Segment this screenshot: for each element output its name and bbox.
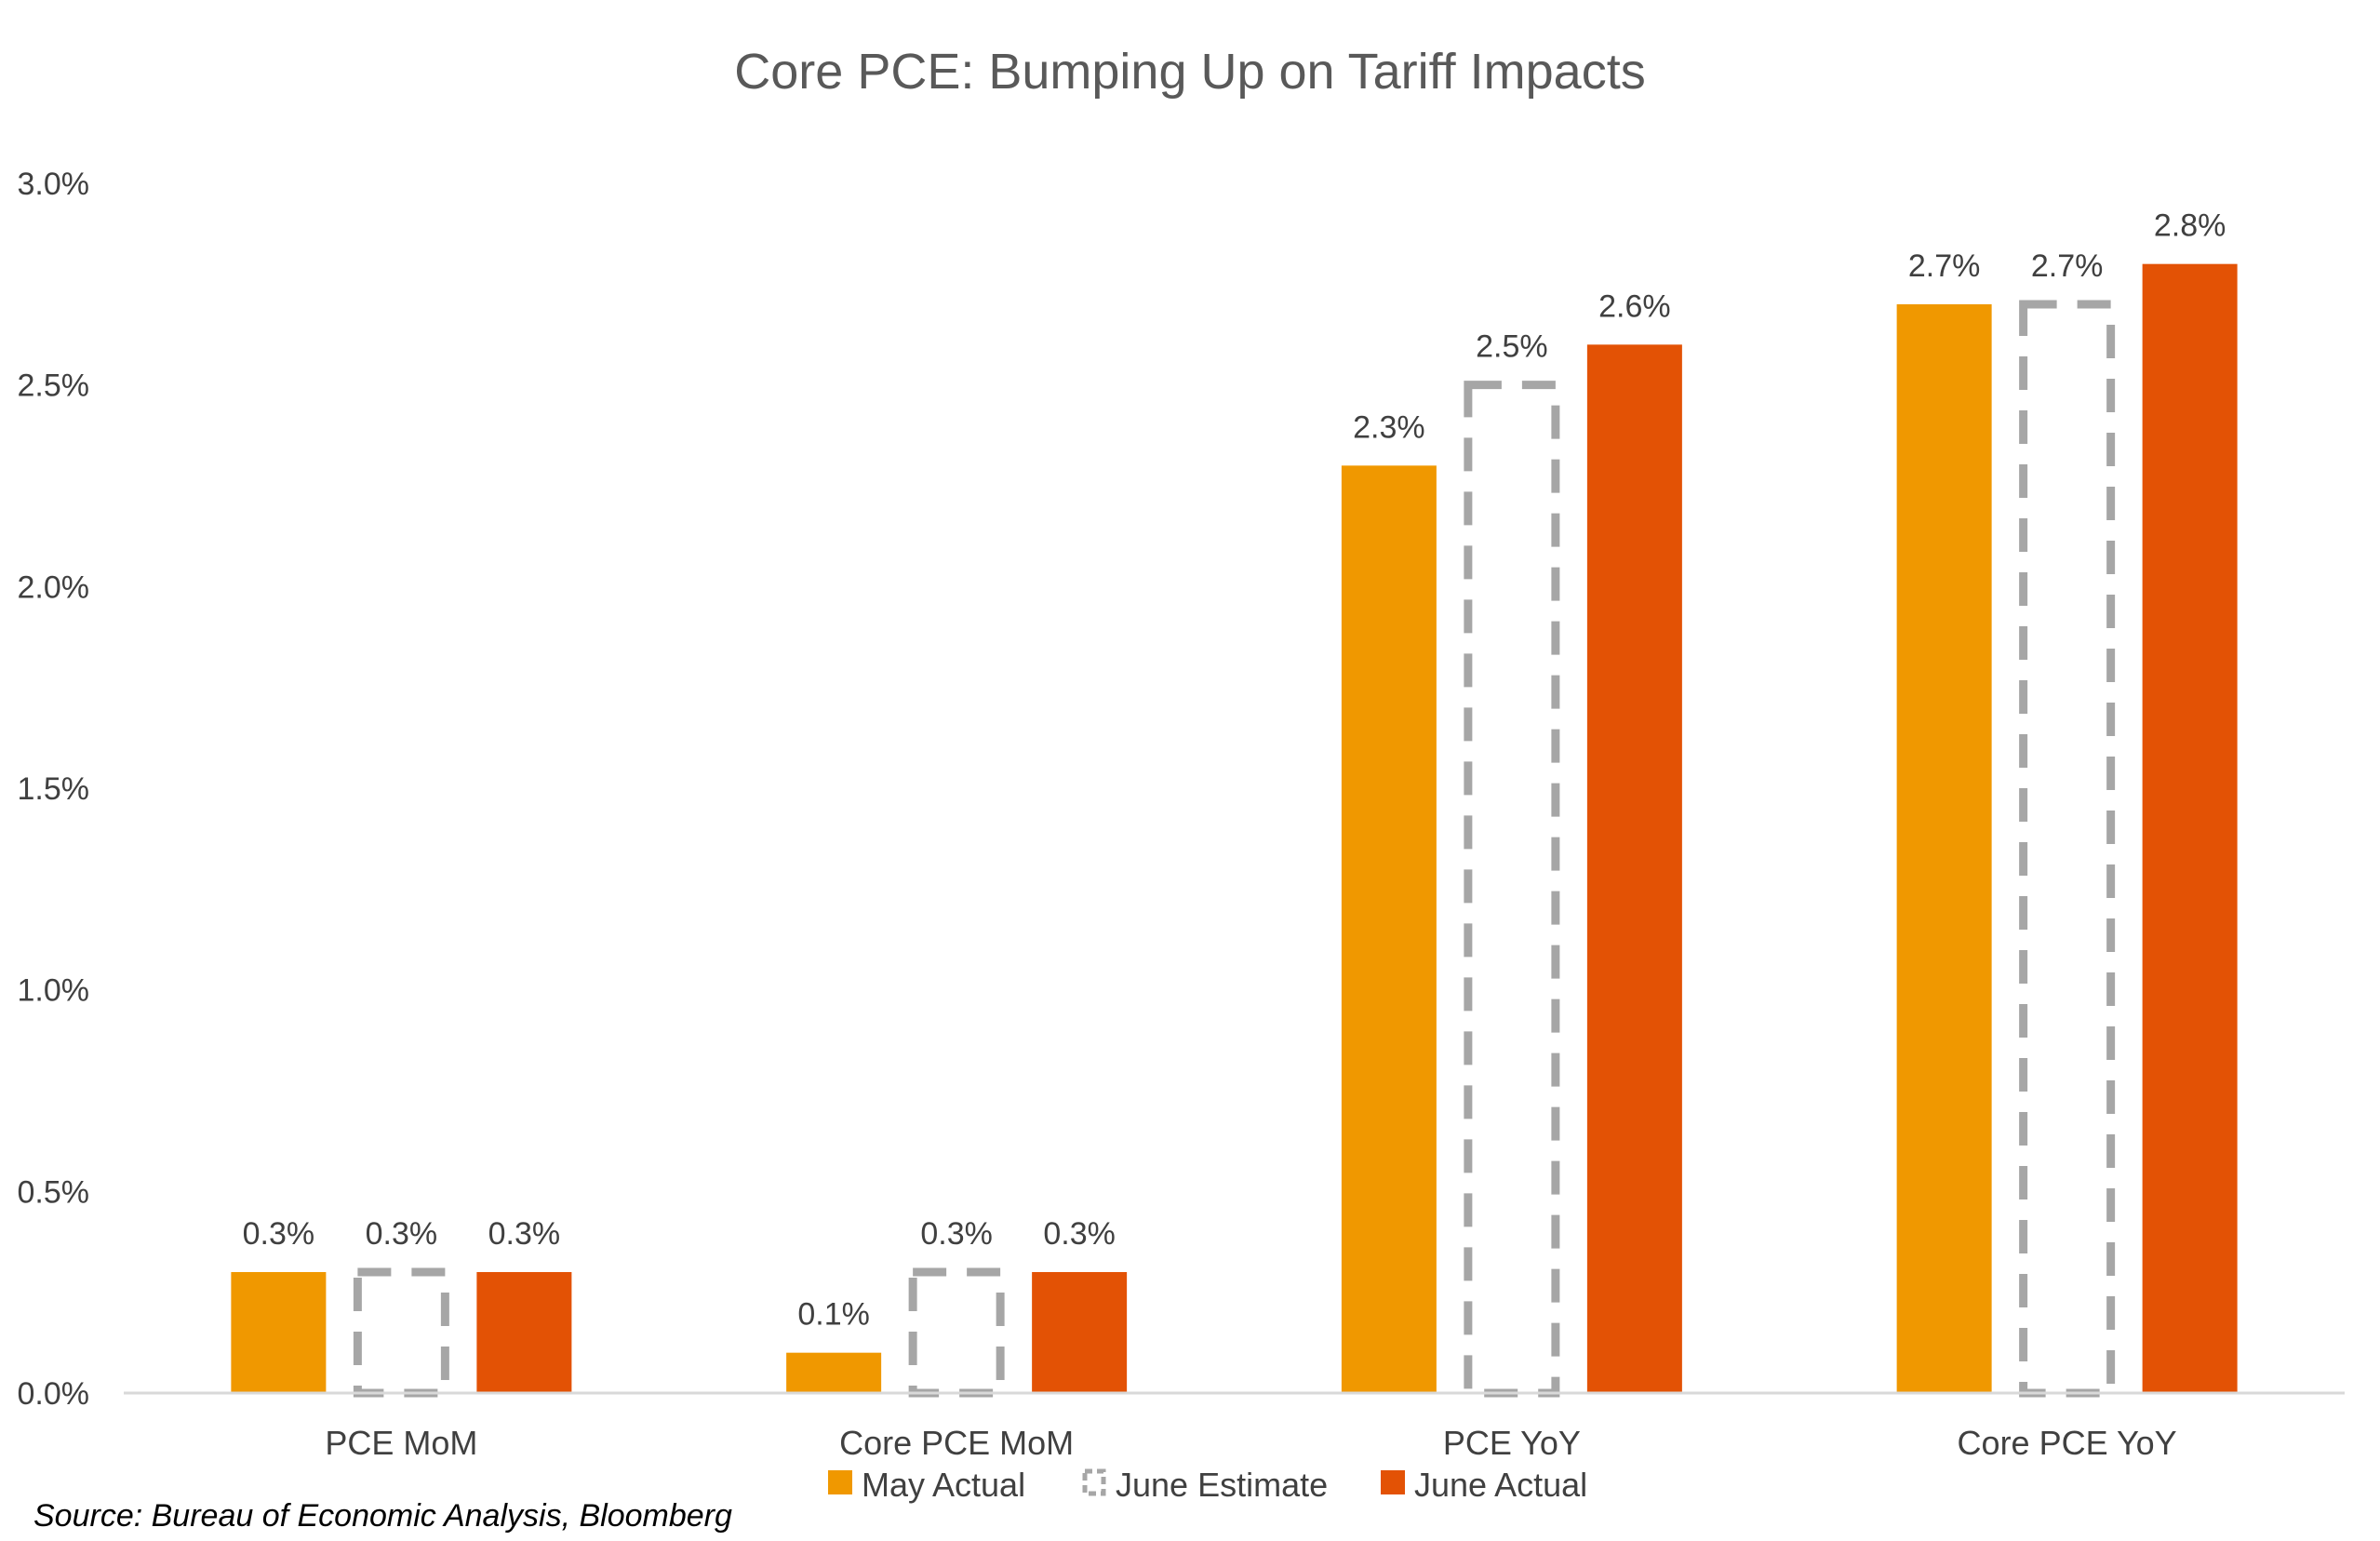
data-label: 2.3% xyxy=(1353,409,1425,445)
bar-may-actual xyxy=(1341,465,1437,1393)
bar-june-actual xyxy=(2142,263,2238,1394)
source-note: Source: Bureau of Economic Analysis, Blo… xyxy=(33,1498,732,1534)
data-label: 2.8% xyxy=(2154,208,2226,244)
y-tick-label: 0.5% xyxy=(18,1174,90,1210)
legend-label: June Estimate xyxy=(1116,1466,1328,1504)
bar-june-estimate xyxy=(908,1267,1005,1398)
y-tick-label: 3.0% xyxy=(18,167,90,202)
bar-may-actual xyxy=(1896,304,1992,1393)
y-tick-label: 2.5% xyxy=(18,368,90,404)
y-tick-label: 2.0% xyxy=(18,570,90,605)
y-tick-label: 1.0% xyxy=(18,973,90,1009)
category-label: PCE YoY xyxy=(1443,1424,1581,1462)
legend-swatch-june-actual xyxy=(1381,1470,1405,1494)
bar-june-estimate xyxy=(2019,300,2116,1398)
x-axis: PCE MoM Core PCE MoM PCE YoY Core PCE YoY xyxy=(124,1391,2345,1462)
data-label: 0.3% xyxy=(243,1216,315,1252)
bar-may-actual xyxy=(786,1352,882,1393)
legend-label: May Actual xyxy=(862,1466,1025,1504)
y-tick-label: 0.0% xyxy=(18,1376,90,1412)
data-label: 2.5% xyxy=(1476,329,1548,365)
legend: May Actual June Estimate June Actual xyxy=(828,1466,1587,1504)
category-label: PCE MoM xyxy=(325,1424,477,1462)
data-label: 2.6% xyxy=(1598,288,1671,324)
chart-title: Core PCE: Bumping Up on Tariff Impacts xyxy=(734,44,1645,100)
bar-may-actual xyxy=(231,1272,327,1393)
data-label: 0.3% xyxy=(366,1216,438,1252)
bar-june-actual xyxy=(1032,1272,1128,1393)
bar-june-estimate xyxy=(1464,381,1560,1398)
bar-june-actual xyxy=(476,1272,572,1393)
bar-june-actual xyxy=(1586,344,1682,1393)
data-label: 0.3% xyxy=(488,1216,561,1252)
bar-june-estimate xyxy=(353,1267,449,1398)
legend-label: June Actual xyxy=(1414,1466,1587,1504)
data-label: 2.7% xyxy=(2031,248,2104,284)
data-label: 0.1% xyxy=(797,1297,870,1333)
bars: 0.3% 0.3% 0.3% 0.1% 0.3% 0.3% 2.3% 2.5% 2.6% 2.7%… xyxy=(231,208,2238,1398)
category-label: Core PCE YoY xyxy=(1958,1424,2177,1462)
y-tick-label: 1.5% xyxy=(18,771,90,807)
category-label: Core PCE MoM xyxy=(839,1424,1074,1462)
y-axis: 0.0% 0.5% 1.0% 1.5% 2.0% 2.5% 3.0% xyxy=(18,167,90,1412)
data-label: 2.7% xyxy=(1908,248,1981,284)
legend-swatch-june-estimate xyxy=(1082,1468,1106,1496)
data-label: 0.3% xyxy=(920,1216,993,1252)
data-label: 0.3% xyxy=(1043,1216,1116,1252)
legend-swatch-may-actual xyxy=(828,1470,852,1494)
